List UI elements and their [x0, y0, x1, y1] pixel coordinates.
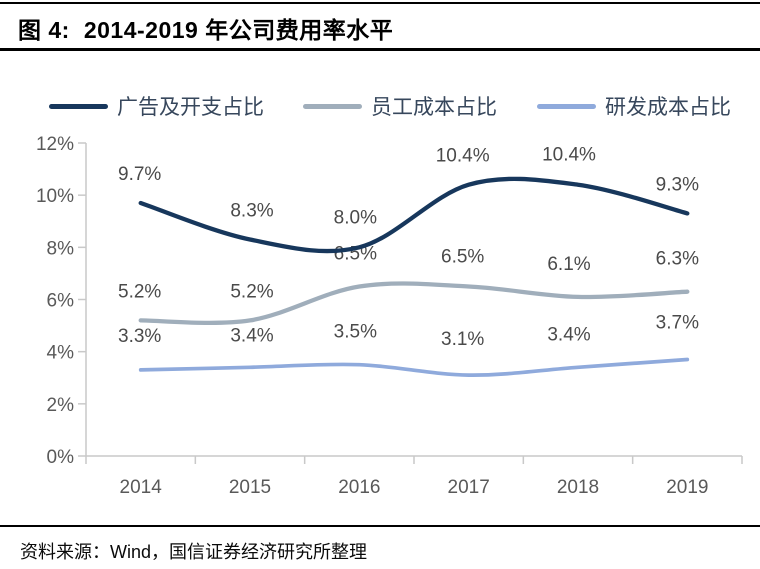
- source-note: 资料来源：Wind，国信证券经济研究所整理: [20, 542, 368, 562]
- legend-label-ad-expense: 广告及开支占比: [117, 95, 264, 119]
- data-label: 3.4%: [230, 325, 273, 346]
- series-line-0: [138, 176, 690, 254]
- data-label: 10.4%: [542, 145, 596, 166]
- footer-divider: [0, 525, 760, 527]
- x-axis-label: 2019: [666, 477, 708, 498]
- y-axis-label: 0%: [47, 447, 75, 468]
- y-axis-label: 6%: [47, 291, 75, 312]
- data-label: 8.0%: [334, 207, 377, 228]
- figure-header: 图 4: 2014-2019 年公司费用率水平: [18, 11, 393, 45]
- data-label: 3.3%: [118, 326, 161, 347]
- data-label: 10.4%: [436, 146, 490, 167]
- data-label: 6.1%: [547, 254, 590, 275]
- data-label: 5.2%: [230, 281, 273, 302]
- legend-item-ad-expense-ratio: 广告及开支占比: [49, 95, 264, 119]
- x-axis-label: 2016: [338, 477, 380, 498]
- x-axis-label: 2015: [229, 477, 271, 498]
- data-label: 6.5%: [441, 246, 484, 267]
- y-axis-label: 12%: [36, 134, 74, 155]
- data-label: 8.3%: [230, 201, 273, 222]
- x-axis-label: 2018: [557, 477, 599, 498]
- series-line-2: [138, 357, 690, 377]
- x-axis-label: 2017: [448, 477, 490, 498]
- y-axis-label: 4%: [47, 343, 75, 364]
- legend-item-staff-cost-ratio: 员工成本占比: [303, 95, 497, 119]
- y-axis-label: 2%: [47, 395, 75, 416]
- header-divider: [0, 48, 760, 51]
- y-axis-label: 8%: [47, 238, 75, 259]
- data-label: 6.3%: [656, 249, 699, 270]
- rd-cost-line-swatch: [537, 103, 596, 109]
- legend-label-rd-cost: 研发成本占比: [605, 95, 731, 119]
- ad-expense-line-swatch: [49, 103, 108, 109]
- x-axis-label: 2014: [120, 477, 163, 498]
- legend-item-rd-cost-ratio: 研发成本占比: [537, 95, 731, 119]
- y-axis-label: 10%: [36, 186, 74, 207]
- series-line-1: [138, 281, 690, 326]
- figure-label: 图 4:: [18, 17, 70, 43]
- data-label: 9.7%: [118, 164, 161, 185]
- legend-label-staff-cost: 员工成本占比: [371, 95, 497, 119]
- staff-cost-line-swatch: [303, 103, 362, 109]
- data-label: 3.7%: [656, 312, 699, 333]
- top-rule: [0, 2, 760, 4]
- data-label: 5.2%: [118, 281, 161, 302]
- data-label: 9.3%: [656, 174, 699, 195]
- data-label: 3.5%: [334, 322, 377, 343]
- data-label: 3.4%: [547, 324, 590, 345]
- data-label: 3.1%: [441, 329, 484, 350]
- figure-title: 2014-2019 年公司费用率水平: [83, 17, 394, 43]
